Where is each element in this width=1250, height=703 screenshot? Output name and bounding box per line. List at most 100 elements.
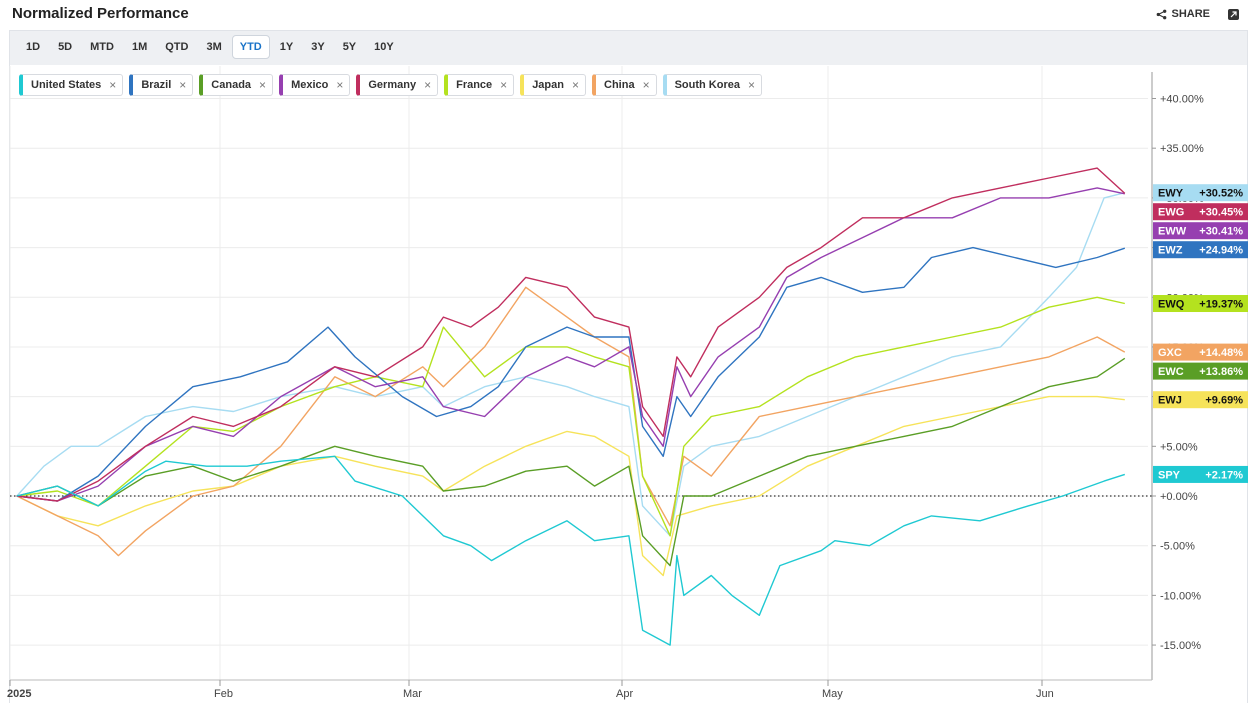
x-tick-label: Jun — [1036, 688, 1054, 700]
series-chip-label: Mexico — [291, 79, 329, 91]
share-label: SHARE — [1171, 8, 1210, 20]
y-tick-label: +35.00% — [1160, 143, 1204, 155]
last-value-ticker: EWY — [1158, 188, 1184, 200]
series-chip-germany[interactable]: Germany × — [356, 74, 439, 96]
header: Normalized Performance SHARE — [0, 0, 1250, 30]
x-tick-label: Mar — [403, 688, 422, 700]
y-tick-label: -5.00% — [1160, 541, 1195, 553]
series-chip-united-states[interactable]: United States × — [19, 74, 124, 96]
range-button-qtd[interactable]: QTD — [165, 41, 189, 53]
page-title: Normalized Performance — [12, 5, 189, 22]
series-chip-south-korea[interactable]: South Korea × — [662, 74, 762, 96]
y-tick-label: +40.00% — [1160, 94, 1204, 106]
remove-series-icon[interactable]: × — [179, 78, 187, 92]
series-line-ewy — [16, 192, 1125, 537]
series-chip-label: South Korea — [674, 79, 740, 91]
last-value-number: +2.17% — [1205, 469, 1243, 481]
last-value-number: +30.41% — [1199, 226, 1243, 238]
expand-icon — [1230, 11, 1237, 18]
series-chip-label: Germany — [368, 79, 417, 91]
range-button-1y[interactable]: 1Y — [279, 41, 294, 53]
remove-series-icon[interactable]: × — [500, 78, 508, 92]
series-line-gxc — [16, 286, 1126, 557]
last-value-number: +30.45% — [1199, 207, 1243, 219]
last-value-label-ewj: EWJ +9.69% — [1153, 391, 1248, 409]
series-chip-label: Japan — [532, 79, 564, 91]
range-button-1d[interactable]: 1D — [26, 41, 41, 53]
series-chip-brazil[interactable]: Brazil × — [129, 74, 194, 96]
series-chip-china[interactable]: China × — [592, 74, 657, 96]
last-value-bg — [1153, 465, 1248, 483]
last-value-label-ewz: EWZ +24.94% — [1153, 241, 1248, 259]
last-value-number: +14.48% — [1199, 347, 1243, 359]
remove-series-icon[interactable]: × — [747, 78, 755, 92]
series-chip-canada[interactable]: Canada × — [199, 74, 274, 96]
series-line-ewz — [16, 246, 1126, 502]
expand-button[interactable] — [1228, 9, 1239, 20]
last-value-ticker: EWZ — [1158, 245, 1183, 257]
last-value-ticker: EWQ — [1158, 299, 1185, 311]
last-value-ticker: GXC — [1158, 347, 1182, 359]
last-value-number: +13.86% — [1199, 366, 1243, 378]
series-chip-label: France — [456, 79, 493, 91]
last-value-bg — [1153, 222, 1248, 240]
remove-series-icon[interactable]: × — [642, 78, 650, 92]
y-tick-label: +5.00% — [1160, 441, 1198, 453]
last-value-label-eww: EWW +30.41% — [1153, 222, 1248, 240]
series-line-ewc — [16, 357, 1126, 567]
series-chip-list: United States × Brazil × Canada × Mexico × Germa… — [19, 74, 762, 96]
last-value-bg — [1153, 241, 1248, 259]
range-button-3y[interactable]: 3Y — [311, 41, 325, 53]
last-value-label-spy: SPY +2.17% — [1153, 465, 1248, 483]
x-tick-label: Feb — [214, 688, 233, 700]
last-value-number: +30.52% — [1199, 188, 1243, 200]
range-button-mtd[interactable]: MTD — [90, 41, 114, 53]
remove-series-icon[interactable]: × — [259, 78, 267, 92]
last-value-number: +24.94% — [1199, 245, 1243, 257]
series-line-ewj — [16, 395, 1125, 577]
series-line-ewq — [16, 296, 1125, 537]
series-chip-label: China — [604, 79, 635, 91]
x-tick-label: 2025 — [7, 688, 31, 700]
last-value-label-gxc: GXC +14.48% — [1153, 343, 1248, 361]
last-value-bg — [1153, 203, 1248, 221]
last-value-bg — [1153, 343, 1248, 361]
range-button-ytd[interactable]: YTD — [231, 35, 270, 59]
share-icon — [1157, 9, 1167, 19]
series-chip-label: Canada — [211, 79, 252, 91]
share-button[interactable]: SHARE — [1156, 8, 1210, 20]
y-tick-label: -15.00% — [1160, 640, 1201, 652]
series-chip-label: United States — [31, 79, 102, 91]
series-chip-label: Brazil — [141, 79, 172, 91]
range-button-5y[interactable]: 5Y — [342, 41, 357, 53]
last-value-ticker: EWJ — [1158, 395, 1182, 407]
last-value-bg — [1153, 391, 1248, 409]
last-value-bg — [1153, 295, 1248, 313]
y-tick-label: -10.00% — [1160, 590, 1201, 602]
series-chip-france[interactable]: France × — [444, 74, 515, 96]
remove-series-icon[interactable]: × — [109, 78, 117, 92]
series-chip-mexico[interactable]: Mexico × — [279, 74, 351, 96]
x-tick-label: Apr — [616, 688, 633, 700]
last-value-bg — [1153, 184, 1248, 202]
series-chip-japan[interactable]: Japan × — [520, 74, 586, 96]
remove-series-icon[interactable]: × — [336, 78, 344, 92]
remove-series-icon[interactable]: × — [424, 78, 432, 92]
range-button-1m[interactable]: 1M — [131, 41, 148, 53]
range-button-5d[interactable]: 5D — [58, 41, 73, 53]
last-value-label-ewc: EWC +13.86% — [1153, 362, 1248, 380]
last-value-label-ewq: EWQ +19.37% — [1153, 295, 1248, 313]
range-selector: 1D 5D MTD 1M QTD 3M YTD 1Y 3Y 5Y 10Y — [18, 35, 402, 59]
last-value-number: +19.37% — [1199, 299, 1243, 311]
series-line-spy — [16, 455, 1126, 646]
range-toolbar: 1D 5D MTD 1M QTD 3M YTD 1Y 3Y 5Y 10Y — [9, 30, 1248, 65]
series-line-eww — [16, 187, 1125, 502]
last-value-label-ewy: EWY +30.52% — [1153, 184, 1248, 202]
range-button-3m[interactable]: 3M — [206, 41, 222, 53]
range-button-10y[interactable]: 10Y — [374, 41, 394, 53]
remove-series-icon[interactable]: × — [571, 78, 579, 92]
last-value-label-ewg: EWG +30.45% — [1153, 203, 1248, 221]
last-value-ticker: SPY — [1158, 469, 1181, 481]
series-line-ewg — [16, 167, 1126, 502]
